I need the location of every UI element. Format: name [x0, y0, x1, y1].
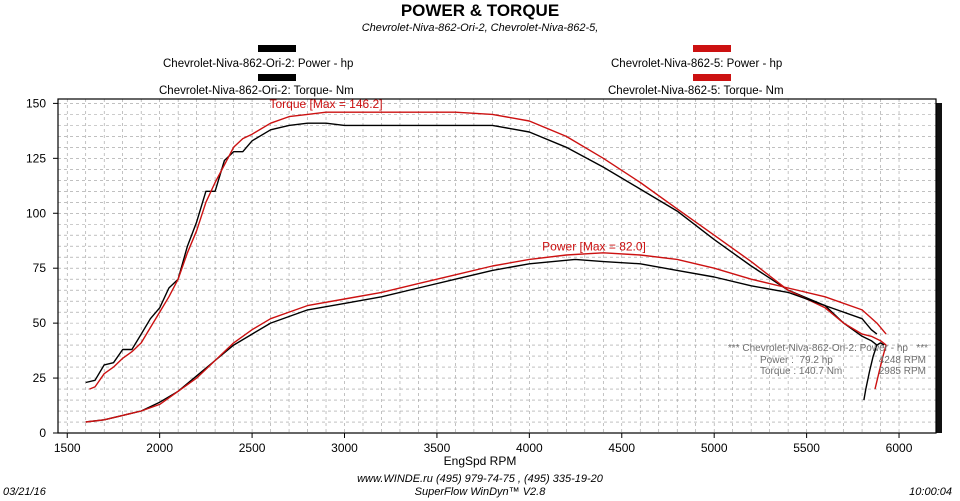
x-tick-label: 5500 — [793, 441, 820, 455]
x-tick-label: 4000 — [516, 441, 543, 455]
y-tick-label: 125 — [26, 151, 46, 165]
legend-swatch-ori-power — [258, 45, 296, 52]
y-tick-label: 0 — [39, 426, 46, 440]
legend-ori-torque: Chevrolet-Niva-862-Ori-2: Torque- Nm — [159, 85, 354, 97]
series-lines — [85, 111, 887, 423]
legend-5-torque: Chevrolet-Niva-862-5: Torque- Nm — [608, 85, 784, 97]
readout-torque-rpm: 2985 RPM — [878, 366, 926, 377]
legend-swatch-5-power — [693, 45, 731, 52]
legend-swatch-5-torque — [693, 74, 731, 81]
series-line-4 — [863, 344, 878, 401]
y-axis-ticks: 0 25 50 75 100 125 150 — [26, 96, 58, 440]
series-line-2 — [85, 258, 878, 423]
chart-title: POWER & TORQUE — [400, 1, 560, 20]
footer-software: SuperFlow WinDyn™ V2.8 — [414, 486, 546, 498]
x-tick-label: 2500 — [239, 441, 266, 455]
legend-ori-power: Chevrolet-Niva-862-Ori-2: Power - hp — [163, 58, 354, 70]
footer-time: 10:00:04 — [909, 486, 952, 498]
plot-frame — [57, 98, 937, 434]
legend-swatch-ori-torque — [258, 74, 296, 81]
legend-5-power: Chevrolet-Niva-862-5: Power - hp — [611, 58, 783, 70]
y-tick-label: 25 — [33, 371, 47, 385]
x-tick-label: 6000 — [886, 441, 913, 455]
series-line-5 — [874, 344, 887, 390]
annotation-0: Torque [Max = 146.2] — [269, 97, 382, 111]
footer-date: 03/21/16 — [3, 486, 46, 498]
chart-subtitle: Chevrolet-Niva-862-Ori-2, Chevrolet-Niva… — [361, 22, 599, 34]
y-tick-label: 100 — [26, 206, 46, 220]
x-tick-label: 3500 — [424, 441, 451, 455]
y-tick-label: 50 — [33, 316, 47, 330]
readout-power-label: Power : 79.2 hp — [760, 355, 833, 366]
x-tick-label: 1500 — [54, 441, 81, 455]
annotation-1: Power [Max = 82.0] — [542, 240, 646, 254]
x-tick-label: 3000 — [331, 441, 358, 455]
x-axis-title: EngSpd RPM — [443, 454, 517, 468]
series-line-3 — [85, 252, 887, 423]
grid — [58, 99, 936, 433]
x-tick-label: 4500 — [608, 441, 635, 455]
readout-torque-label: Torque : 140.7 Nm — [760, 366, 843, 377]
series-line-1 — [89, 111, 887, 390]
x-axis-ticks: 1500 2000 2500 3000 3500 4000 4500 5000 5500 6000 — [54, 433, 913, 455]
x-tick-label: 5000 — [701, 441, 728, 455]
footer-contact: www.WINDE.ru (495) 979-74-75 , (495) 335… — [357, 473, 603, 485]
plot-frame-shadow — [936, 103, 942, 433]
annotations: Torque [Max = 146.2] Power [Max = 82.0] — [269, 97, 645, 254]
y-tick-label: 150 — [26, 96, 46, 110]
readout-power-rpm: 4248 RPM — [878, 355, 926, 366]
readout-header: *** Chevrolet-Niva-862-Ori-2: Power - hp… — [727, 343, 928, 354]
y-tick-label: 75 — [33, 261, 47, 275]
x-tick-label: 2000 — [146, 441, 173, 455]
